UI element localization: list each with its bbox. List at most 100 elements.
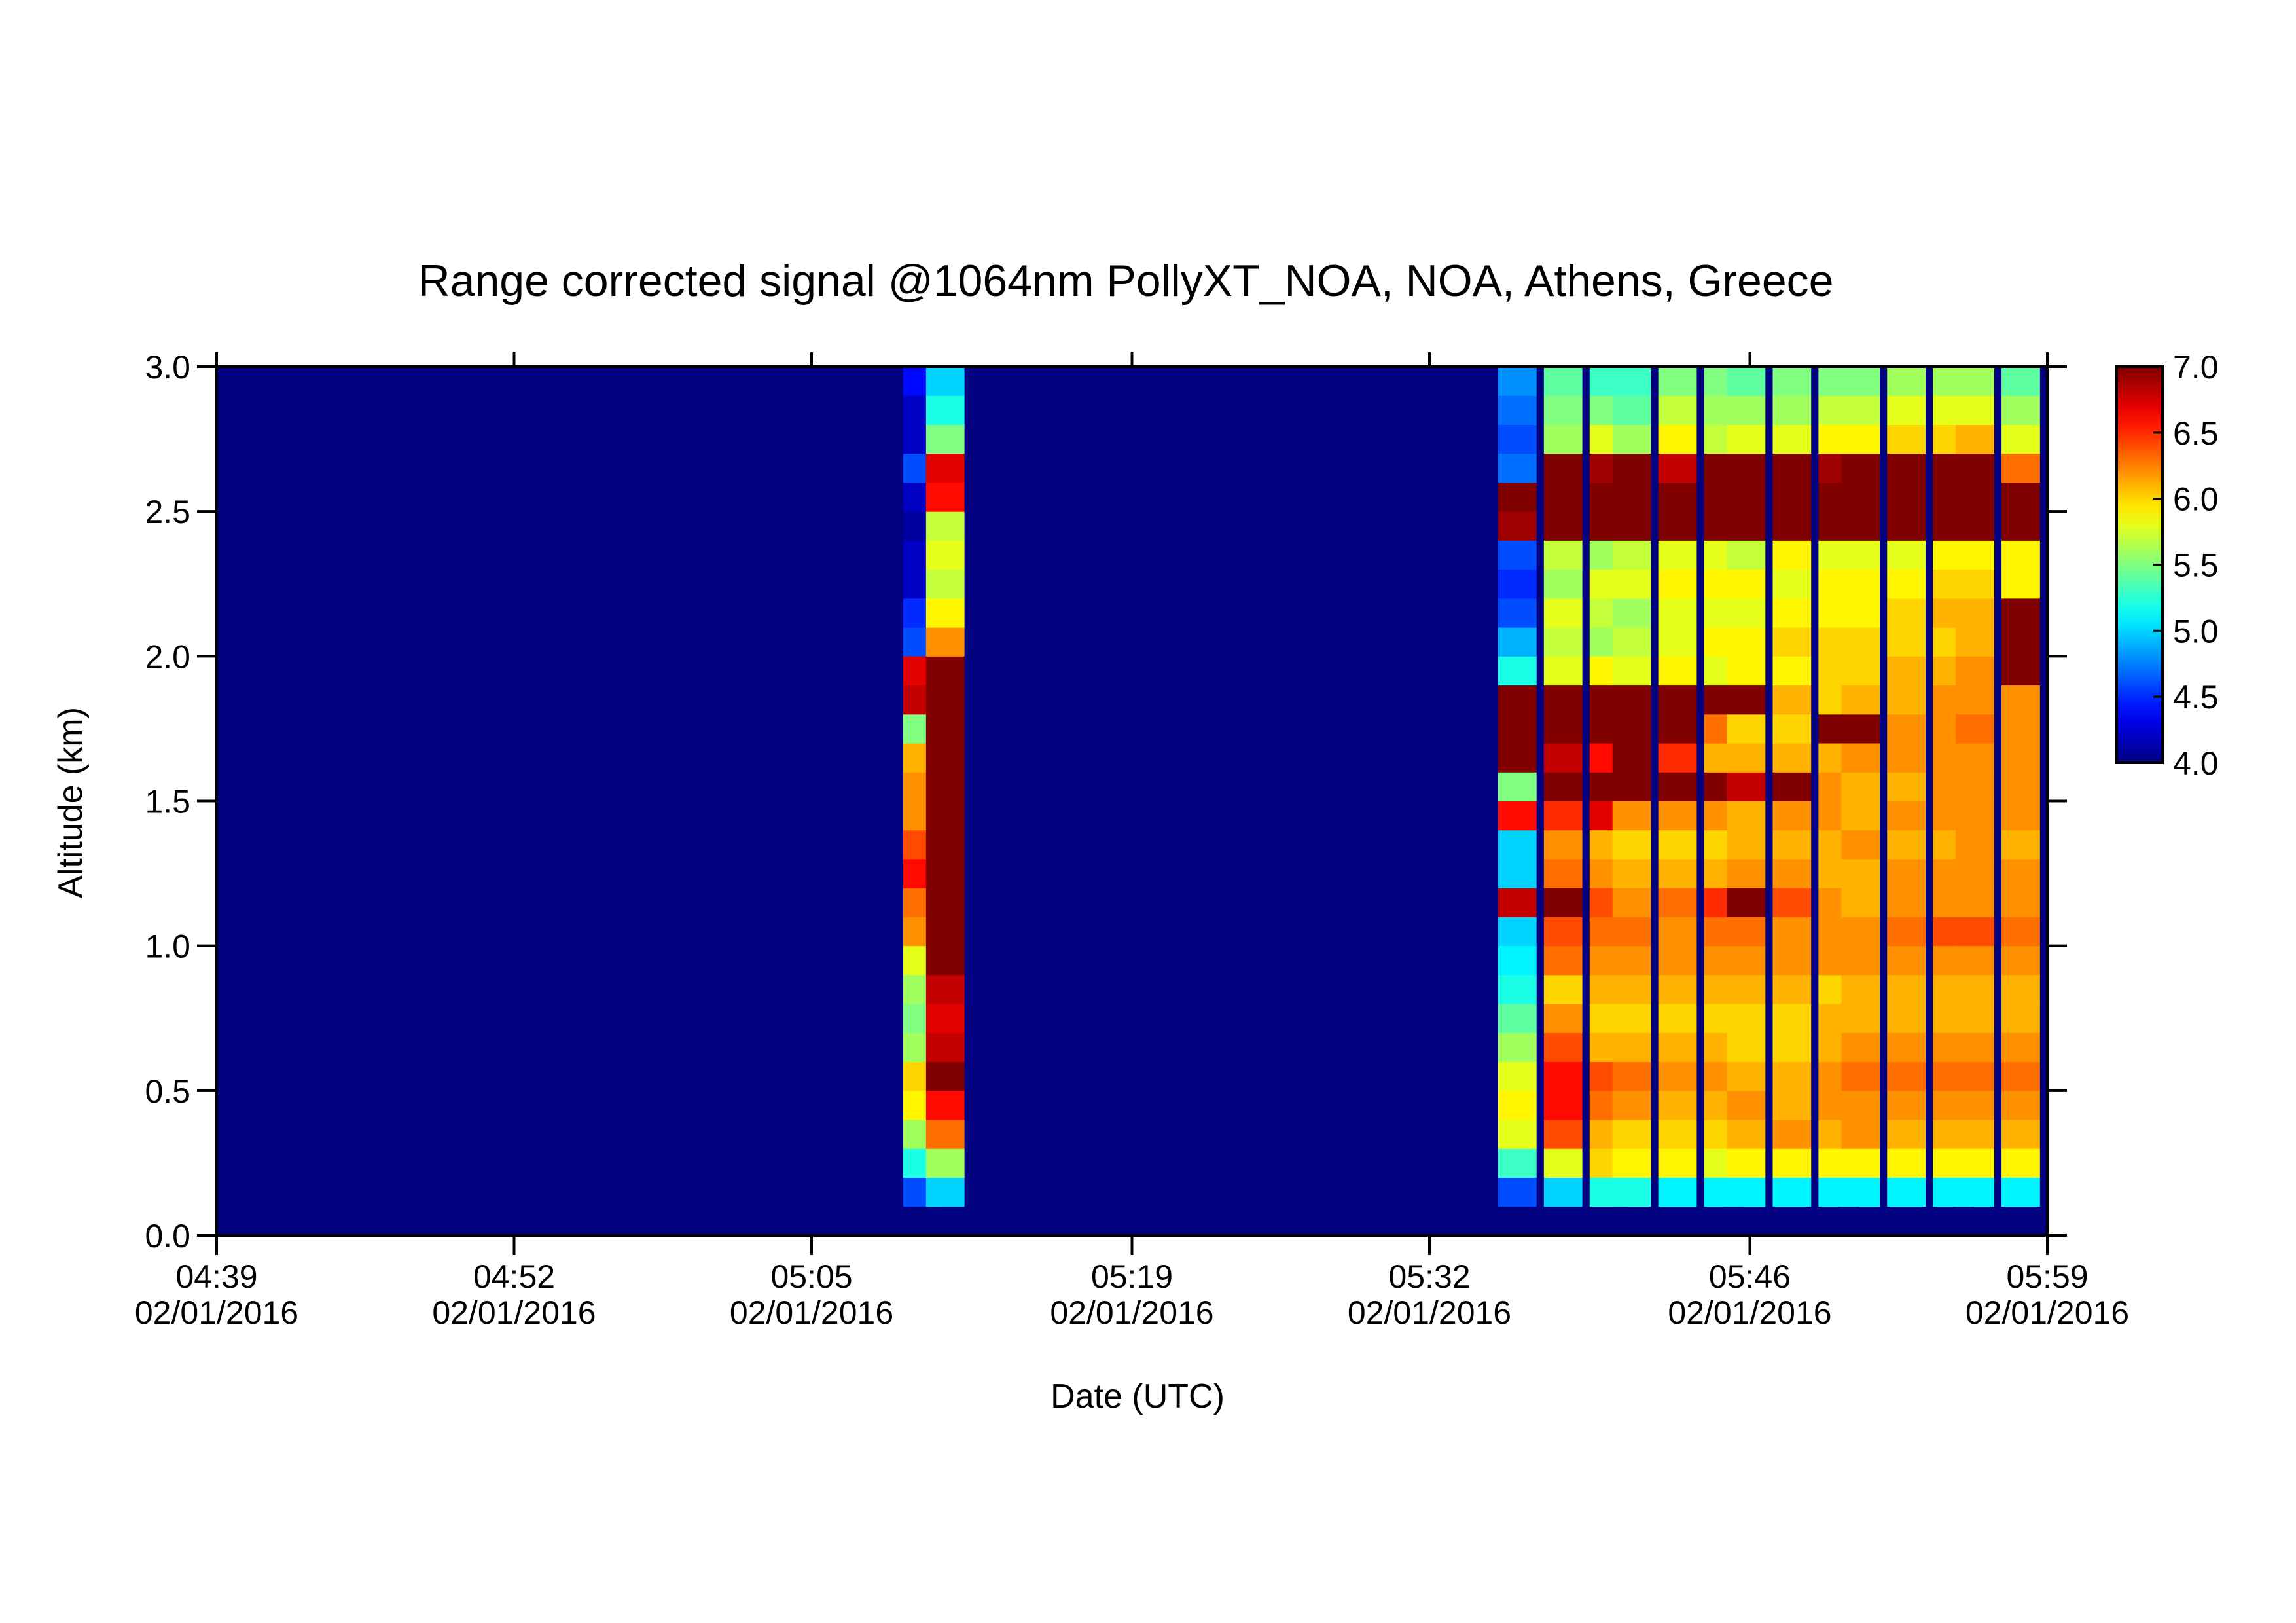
heatmap-cell <box>1612 945 1651 976</box>
heatmap-cell <box>1887 367 1926 396</box>
heatmap-cell <box>1772 424 1812 454</box>
heatmap-cell <box>1543 482 1583 512</box>
heatmap-cell <box>1887 1061 1926 1091</box>
heatmap-cell <box>1612 367 1651 396</box>
heatmap-cell <box>1612 888 1651 917</box>
heatmap-cell <box>2001 801 2040 831</box>
heatmap-cell <box>2001 858 2040 888</box>
heatmap-cell <box>1543 858 1583 888</box>
heatmap-cell <box>1727 453 1766 483</box>
heatmap-cell <box>2001 540 2040 570</box>
heatmap-cell <box>1498 627 1537 657</box>
heatmap-cell <box>1498 424 1537 454</box>
heatmap-cell <box>1543 453 1583 483</box>
heatmap-cell <box>925 569 965 599</box>
heatmap-cell <box>1658 1032 1697 1063</box>
heatmap-cell <box>1658 1004 1697 1033</box>
heatmap-cell <box>1658 858 1697 888</box>
heatmap-cell <box>1887 801 1926 831</box>
heatmap-cell <box>1658 743 1697 773</box>
heatmap-cell <box>1543 801 1583 831</box>
heatmap-cell <box>1727 482 1766 512</box>
heatmap-cell <box>1543 424 1583 454</box>
heatmap-cell <box>1841 367 1880 396</box>
heatmap-cell <box>1658 367 1697 396</box>
heatmap-cell <box>925 627 965 657</box>
heatmap-cell <box>1658 1061 1697 1091</box>
heatmap-cell <box>1887 917 1926 947</box>
heatmap-cell <box>1658 974 1697 1004</box>
heatmap-cell <box>1727 540 1766 570</box>
heatmap-cell <box>925 974 965 1004</box>
heatmap-cell <box>925 511 965 541</box>
heatmap-cell <box>1612 743 1651 773</box>
heatmap-cell <box>1612 1120 1651 1149</box>
heatmap-cell <box>1543 1177 1583 1207</box>
x-tick-date: 02/01/2016 <box>1050 1294 1213 1331</box>
heatmap-cell <box>1727 772 1766 801</box>
heatmap-cell <box>1498 772 1537 801</box>
heatmap-cell <box>1543 743 1583 773</box>
heatmap-cell <box>1543 945 1583 976</box>
heatmap-cell <box>1887 714 1926 744</box>
heatmap-cell <box>925 685 965 715</box>
heatmap-cell <box>1841 569 1880 599</box>
heatmap-cell <box>925 888 965 917</box>
heatmap-cell <box>1612 917 1651 947</box>
heatmap-cell <box>1498 540 1537 570</box>
heatmap-cell <box>1887 395 1926 425</box>
heatmap-cell <box>925 830 965 860</box>
heatmap-cell <box>1772 1148 1812 1178</box>
heatmap-cell <box>1727 830 1766 860</box>
heatmap-cell <box>925 656 965 686</box>
heatmap-cell <box>1612 830 1651 860</box>
heatmap-cell <box>1727 424 1766 454</box>
heatmap-cell <box>1727 656 1766 686</box>
heatmap-cell <box>1841 482 1880 512</box>
heatmap-cell <box>2001 917 2040 947</box>
heatmap-cell <box>1772 395 1812 425</box>
heatmap-cell <box>1543 830 1583 860</box>
heatmap-cell <box>1727 395 1766 425</box>
heatmap-cell <box>1841 830 1880 860</box>
heatmap-cell <box>1956 511 1994 541</box>
heatmap-cell <box>925 1004 965 1033</box>
heatmap-cell <box>1841 714 1880 744</box>
heatmap-cell <box>1841 917 1880 947</box>
heatmap-cell <box>1543 627 1583 657</box>
heatmap-cell <box>925 743 965 773</box>
heatmap-cell <box>1658 598 1697 628</box>
heatmap-cell <box>1727 917 1766 947</box>
heatmap-cell <box>1956 367 1994 396</box>
heatmap-cell <box>1772 1004 1812 1033</box>
heatmap-cell <box>1956 1061 1994 1091</box>
heatmap-cell <box>1658 656 1697 686</box>
x-tick-date: 02/01/2016 <box>730 1294 893 1331</box>
heatmap-cell <box>925 1090 965 1120</box>
chart-title: Range corrected signal @1064nm PollyXT_N… <box>418 256 1834 306</box>
heatmap-cell <box>1772 627 1812 657</box>
heatmap-cell <box>1498 1090 1537 1120</box>
heatmap-cell <box>1727 743 1766 773</box>
x-tick-label: 04:39 <box>175 1258 257 1295</box>
heatmap-cell <box>1887 482 1926 512</box>
heatmap-cell <box>1772 1177 1812 1207</box>
heatmap-cell <box>1498 1148 1537 1178</box>
heatmap-cell <box>1612 424 1651 454</box>
heatmap-cell <box>1772 1120 1812 1149</box>
heatmap-cell <box>2001 656 2040 686</box>
heatmap-cell <box>1543 1148 1583 1178</box>
heatmap-cell <box>1498 714 1537 744</box>
heatmap-cell <box>2001 1061 2040 1091</box>
heatmap-cell <box>1956 945 1994 976</box>
heatmap-cell <box>1543 917 1583 947</box>
heatmap-cell <box>1543 1032 1583 1063</box>
heatmap-cell <box>1727 974 1766 1004</box>
heatmap-cell <box>1727 888 1766 917</box>
colorbar-tick-label: 4.5 <box>2173 679 2219 716</box>
heatmap-cell <box>1727 511 1766 541</box>
heatmap-cell <box>1887 974 1926 1004</box>
heatmap-cell <box>1887 656 1926 686</box>
heatmap-cell <box>1612 453 1651 483</box>
heatmap-cell <box>925 424 965 454</box>
